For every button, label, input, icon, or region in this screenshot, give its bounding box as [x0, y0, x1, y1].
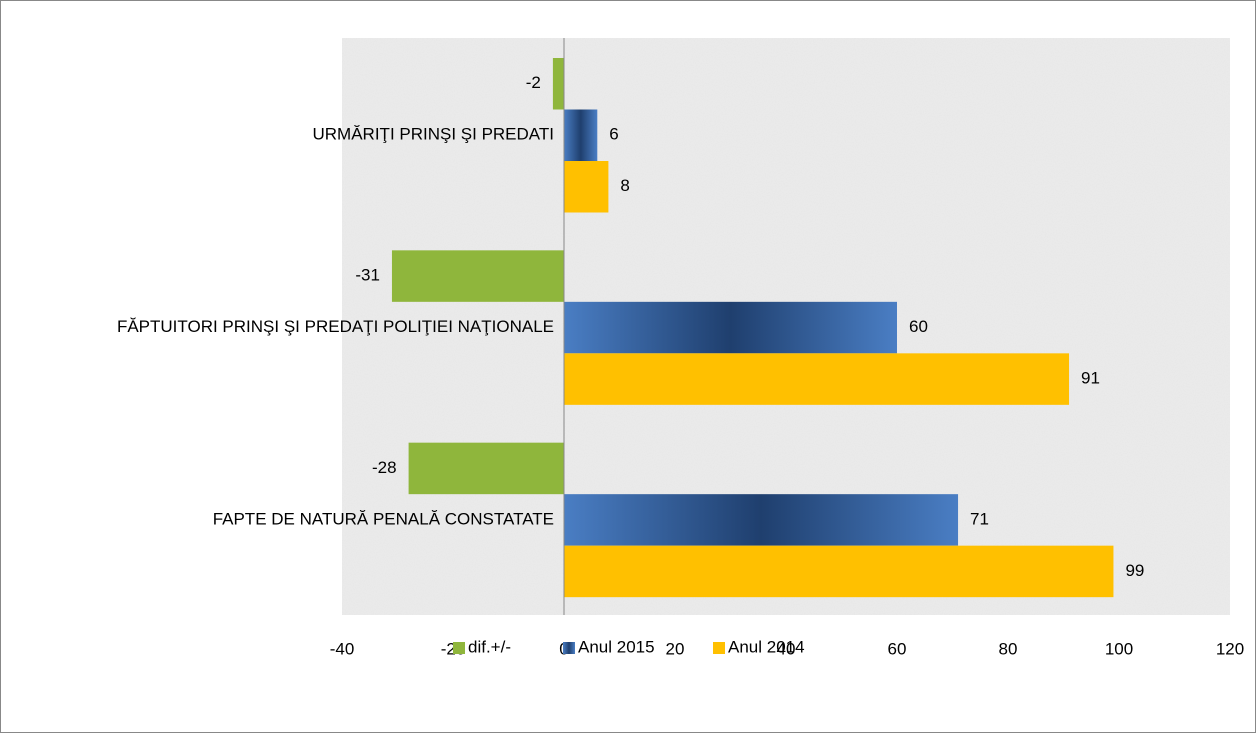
y-tick-label: FĂPTUITORI PRINŞI ŞI PREDAŢI POLIŢIEI NA…: [117, 317, 554, 336]
x-tick-label: 100: [1105, 639, 1133, 658]
data-label: 8: [620, 176, 629, 195]
data-label: -28: [372, 458, 397, 477]
data-label: -31: [355, 266, 380, 285]
legend-label: dif.+/-: [468, 637, 511, 656]
x-tick-label: 120: [1216, 639, 1244, 658]
data-label: 91: [1081, 369, 1100, 388]
legend-label: Anul 2014: [728, 637, 805, 656]
data-label: 99: [1125, 561, 1144, 580]
data-label: -2: [526, 73, 541, 92]
bar: [564, 545, 1114, 598]
bar: [408, 442, 564, 495]
bar: [391, 250, 564, 302]
bar: [564, 494, 959, 546]
x-tick-label: -40: [330, 639, 355, 658]
legend-label: Anul 2015: [578, 637, 655, 656]
bar: [564, 109, 598, 161]
x-tick-label: 60: [888, 639, 907, 658]
x-tick-label: 20: [666, 639, 685, 658]
x-tick-label: 80: [999, 639, 1018, 658]
bar: [564, 301, 897, 354]
data-label: 6: [609, 125, 618, 144]
legend-swatch: [453, 642, 465, 654]
bar: [564, 161, 609, 213]
bar: [564, 353, 1070, 405]
legend-swatch: [563, 642, 575, 654]
bar: [552, 58, 564, 110]
legend-swatch: [713, 642, 725, 654]
x-tick-label: 40: [777, 639, 796, 658]
data-label: 71: [970, 509, 989, 528]
y-tick-label: FAPTE DE NATURĂ PENALĂ CONSTATATE: [213, 509, 554, 528]
data-label: 60: [909, 317, 928, 336]
y-tick-label: URMĂRIŢI PRINŞI ŞI PREDATI: [313, 125, 555, 144]
